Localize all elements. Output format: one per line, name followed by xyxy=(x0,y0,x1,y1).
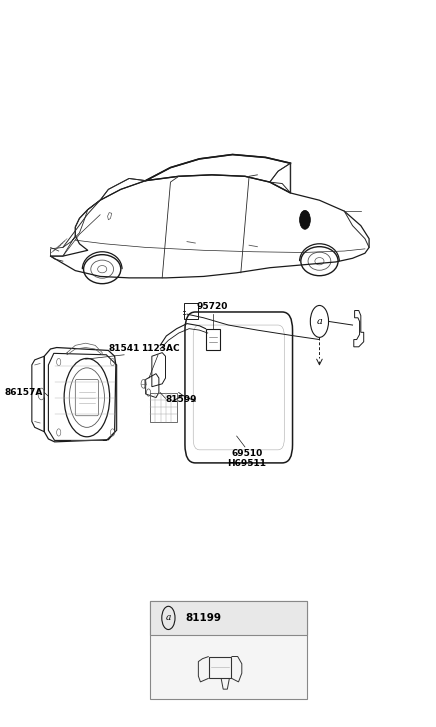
Text: 86157A: 86157A xyxy=(5,388,43,397)
Bar xyxy=(150,601,307,699)
Text: 81541: 81541 xyxy=(109,344,140,353)
Text: 1123AC: 1123AC xyxy=(141,344,180,353)
Text: a: a xyxy=(166,614,171,622)
Text: 95720: 95720 xyxy=(197,302,228,311)
Text: 81199: 81199 xyxy=(185,613,221,623)
Text: a: a xyxy=(317,317,322,326)
Bar xyxy=(209,656,232,678)
Circle shape xyxy=(300,210,310,229)
Text: H69511: H69511 xyxy=(228,459,266,468)
Text: 81599: 81599 xyxy=(166,395,197,404)
Text: 69510: 69510 xyxy=(232,449,262,458)
Bar xyxy=(150,393,177,422)
Bar xyxy=(150,601,307,635)
